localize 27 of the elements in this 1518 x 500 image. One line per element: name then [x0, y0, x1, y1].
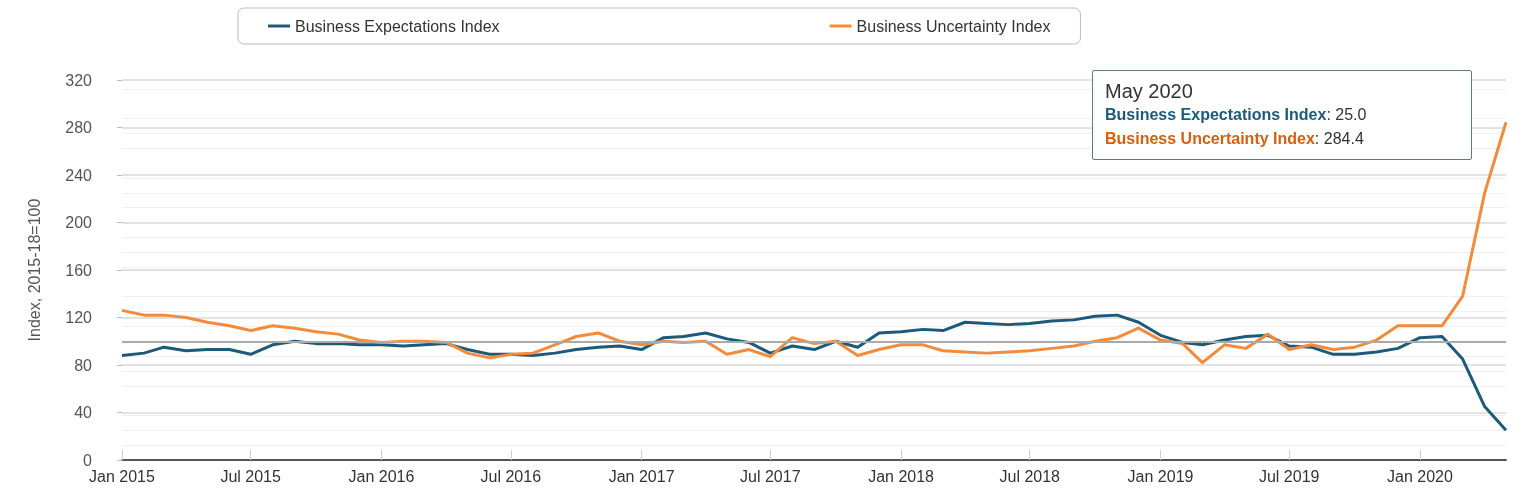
x-tick-label: Jan 2020: [1387, 467, 1453, 485]
x-tick-label: Jul 2019: [1258, 467, 1320, 485]
y-tick-label: 0: [83, 451, 93, 469]
y-tick-label: 40: [74, 404, 93, 421]
x-tick-label: Jan 2016: [348, 467, 415, 485]
y-tick-label: 120: [65, 309, 93, 326]
annotation: May 2020: [1105, 79, 1194, 103]
y-tick-label: 320: [65, 71, 93, 89]
annotation: Business Expectations Index: 25.0: [1105, 105, 1368, 125]
tooltip-box: May 2020 Business Expectations Index: 25.0 Business Uncertainty Index: 284.4: [1092, 70, 1472, 160]
y-tick-label: 80: [74, 356, 93, 374]
annotation: Business Uncertainty Index: 284.4: [1105, 129, 1365, 149]
legend-label: Business Expectations Index: [295, 17, 500, 35]
y-tick-label: 280: [65, 119, 93, 136]
y-tick-label: 200: [65, 214, 93, 231]
x-tick-label: Jan 2017: [608, 467, 675, 485]
y-tick-label: 160: [65, 261, 93, 279]
x-tick-label: Jul 2015: [220, 467, 282, 485]
x-tick-label: Jan 2015: [89, 467, 156, 485]
y-axis-title: Index, 2015-18=100: [25, 198, 43, 342]
legend-label: Business Uncertainty Index: [856, 17, 1051, 35]
x-tick-label: Jan 2018: [868, 467, 935, 485]
x-tick-label: Jan 2019: [1127, 467, 1194, 485]
x-tick-label: Jul 2018: [999, 467, 1061, 485]
x-tick-label: Jul 2017: [740, 467, 801, 485]
x-tick-label: Jul 2016: [480, 467, 542, 485]
y-tick-label: 240: [65, 166, 93, 184]
